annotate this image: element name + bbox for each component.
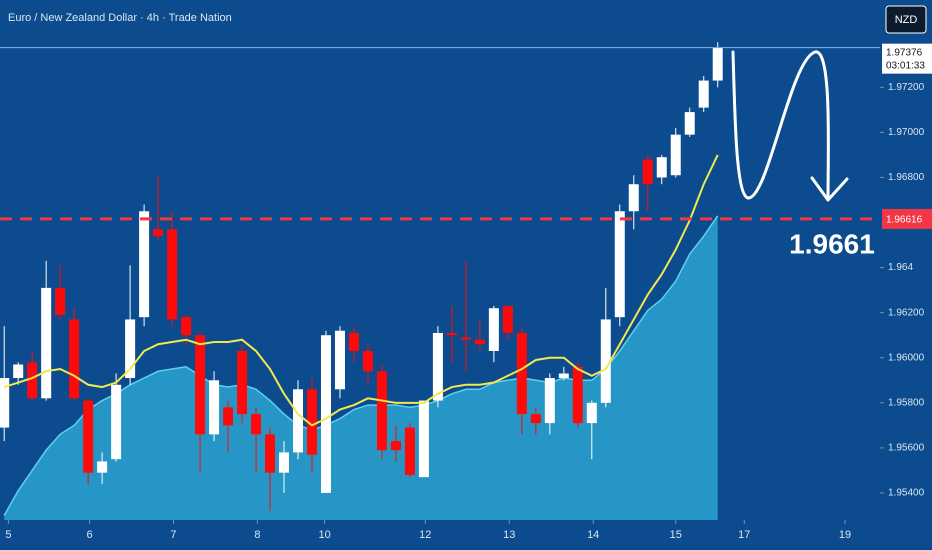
currency-label: NZD — [895, 14, 918, 26]
last-price-box — [882, 43, 932, 74]
x-tick-label: 15 — [670, 529, 682, 541]
x-tick-label: 17 — [738, 529, 750, 541]
candle-body — [167, 229, 178, 320]
candle-body — [306, 389, 317, 455]
candle-body — [237, 350, 248, 415]
candle-body — [432, 332, 443, 401]
candle-body — [153, 229, 164, 237]
x-tick-label: 19 — [839, 529, 851, 541]
candle-body — [223, 407, 234, 426]
y-tick-label: 1.95600 — [888, 443, 925, 454]
candle-body — [292, 389, 303, 453]
candle-body — [265, 434, 276, 473]
x-tick-label: 14 — [587, 529, 599, 541]
hand-drawn-arrow — [731, 50, 849, 202]
chart-title: Euro / New Zealand Dollar · 4h · Trade N… — [8, 12, 232, 24]
candle-body — [0, 378, 10, 428]
candle-body — [628, 184, 639, 212]
candle-body — [670, 134, 681, 176]
y-tick-label: 1.95400 — [888, 488, 925, 499]
candle-body — [530, 414, 541, 424]
level-box — [882, 208, 932, 229]
candle-body — [418, 400, 429, 478]
candle-body — [460, 337, 471, 340]
x-tick-label: 8 — [254, 529, 260, 541]
candle-body — [474, 339, 485, 345]
candle-body — [558, 373, 569, 379]
candle-body — [684, 112, 695, 135]
candle-body — [572, 366, 583, 424]
candle-body — [83, 400, 94, 473]
x-tick-label: 10 — [318, 529, 330, 541]
plot — [0, 42, 723, 520]
candle-body — [362, 350, 373, 372]
candle-body — [181, 317, 192, 336]
y-tick-label: 1.96000 — [888, 352, 925, 363]
candle-body — [139, 211, 150, 318]
y-tick-label: 1.97200 — [888, 82, 925, 93]
area-line — [3, 215, 719, 516]
y-tick-label: 1.96800 — [888, 172, 925, 183]
candle-body — [446, 332, 457, 336]
candle-body — [209, 380, 220, 435]
y-tick-label: 1.96200 — [888, 307, 925, 318]
candle-body — [642, 159, 653, 185]
candle-body — [320, 335, 331, 493]
candle-body — [27, 362, 38, 399]
countdown-label: 03:01:33 — [886, 60, 925, 71]
candle-body — [97, 461, 108, 473]
y-tick-label: 1.964 — [888, 262, 913, 273]
candle-body — [390, 441, 401, 451]
candle-body — [334, 330, 345, 390]
candle-body — [195, 335, 206, 435]
candle-body — [404, 427, 415, 475]
candle-body — [600, 319, 611, 403]
candle-body — [348, 332, 359, 351]
candle-body — [125, 319, 136, 379]
candle-body — [279, 452, 290, 473]
currency-box[interactable] — [885, 5, 927, 34]
candle-body — [488, 308, 499, 351]
candle-body — [516, 332, 527, 415]
candle-body — [41, 287, 52, 399]
moving-average-line — [3, 154, 719, 427]
candle-body — [698, 80, 709, 108]
level-label: 1.96616 — [886, 215, 923, 226]
candle-body — [13, 364, 24, 379]
candle-body — [251, 414, 262, 435]
candle-body — [614, 211, 625, 318]
y-tick-label: 1.95800 — [888, 397, 925, 408]
candle-body — [69, 319, 80, 399]
candle-body — [656, 157, 667, 178]
candle-body — [544, 378, 555, 424]
candle-body — [502, 305, 513, 333]
x-tick-label: 6 — [86, 529, 92, 541]
level-annotation: 1.9661 — [789, 228, 875, 259]
candle-body — [376, 371, 387, 451]
x-tick-label: 7 — [170, 529, 176, 541]
candle-body — [712, 47, 723, 81]
candle-body — [586, 402, 597, 424]
x-tick-label: 13 — [503, 529, 515, 541]
x-tick-label: 5 — [5, 529, 11, 541]
candle-body — [111, 384, 122, 460]
area-fill — [4, 215, 718, 520]
candle-body — [55, 287, 66, 315]
x-tick-label: 12 — [419, 529, 431, 541]
last-price-label: 1.97376 — [886, 47, 923, 58]
y-tick-label: 1.97000 — [888, 127, 925, 138]
